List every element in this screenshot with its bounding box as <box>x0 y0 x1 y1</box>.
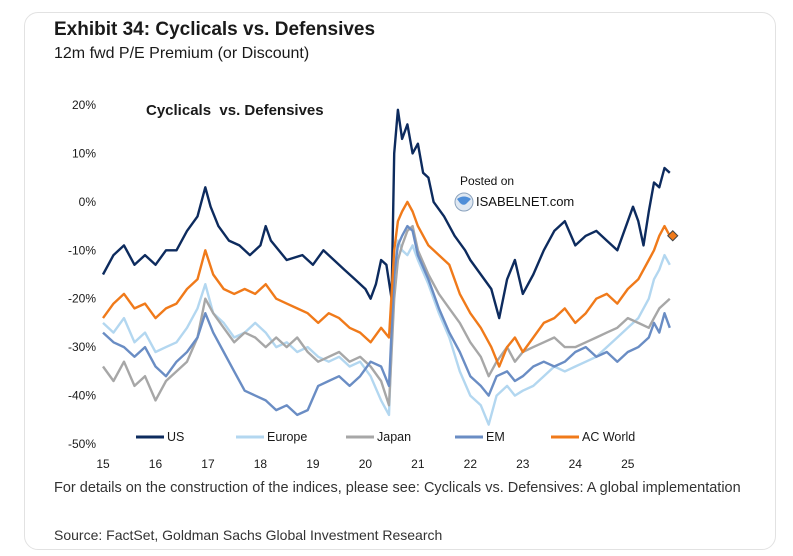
series-line-em <box>102 224 671 417</box>
x-tick-label: 23 <box>516 457 530 471</box>
x-tick-label: 16 <box>149 457 163 471</box>
source-note: Source: FactSet, Goldman Sachs Global In… <box>54 527 443 543</box>
watermark: Posted on ISABELNET.com <box>454 174 574 212</box>
series-line-japan <box>102 224 671 407</box>
y-tick-label: -50% <box>68 437 96 451</box>
series-lines <box>101 108 679 426</box>
legend-label-japan: Japan <box>377 430 411 444</box>
watermark-site: ISABELNET.com <box>476 194 574 209</box>
y-tick-label: -30% <box>68 340 96 354</box>
x-tick-label: 20 <box>359 457 373 471</box>
watermark-posted-on: Posted on <box>460 174 514 188</box>
legend-label-em: EM <box>486 430 505 444</box>
x-tick-label: 22 <box>464 457 478 471</box>
chart-inner-title: Cyclicals vs. Defensives <box>146 102 324 119</box>
x-axis: 15 16 17 18 19 20 21 22 23 24 25 <box>96 457 634 471</box>
y-tick-label: -40% <box>68 389 96 403</box>
y-tick-label: 20% <box>72 98 96 112</box>
legend-label-europe: Europe <box>267 430 307 444</box>
legend-label-ac-world: AC World <box>582 430 635 444</box>
legend: US Europe Japan EM AC World <box>136 430 635 444</box>
footnote: For details on the construction of the i… <box>54 480 741 496</box>
y-tick-label: -10% <box>68 243 96 257</box>
x-tick-label: 24 <box>569 457 583 471</box>
globe-continent-icon <box>457 196 471 205</box>
series-end-marker-ac-world <box>667 230 679 242</box>
x-tick-label: 25 <box>621 457 635 471</box>
legend-label-us: US <box>167 430 184 444</box>
exhibit-subtitle: 12m fwd P/E Premium (or Discount) <box>54 45 310 62</box>
x-tick-label: 18 <box>254 457 268 471</box>
x-tick-label: 15 <box>96 457 110 471</box>
x-tick-label: 17 <box>201 457 215 471</box>
y-tick-label: 0% <box>79 195 97 209</box>
x-tick-label: 21 <box>411 457 425 471</box>
series-line-us <box>101 108 671 320</box>
series-line-ac-world <box>102 200 671 368</box>
x-tick-label: 19 <box>306 457 320 471</box>
y-tick-label: 10% <box>72 146 96 160</box>
exhibit-title: Exhibit 34: Cyclicals vs. Defensives <box>54 19 376 40</box>
y-tick-label: -20% <box>68 292 96 306</box>
y-axis: 20% 10% 0% -10% -20% -30% -40% -50% <box>68 98 96 451</box>
series-line-europe <box>102 239 671 426</box>
